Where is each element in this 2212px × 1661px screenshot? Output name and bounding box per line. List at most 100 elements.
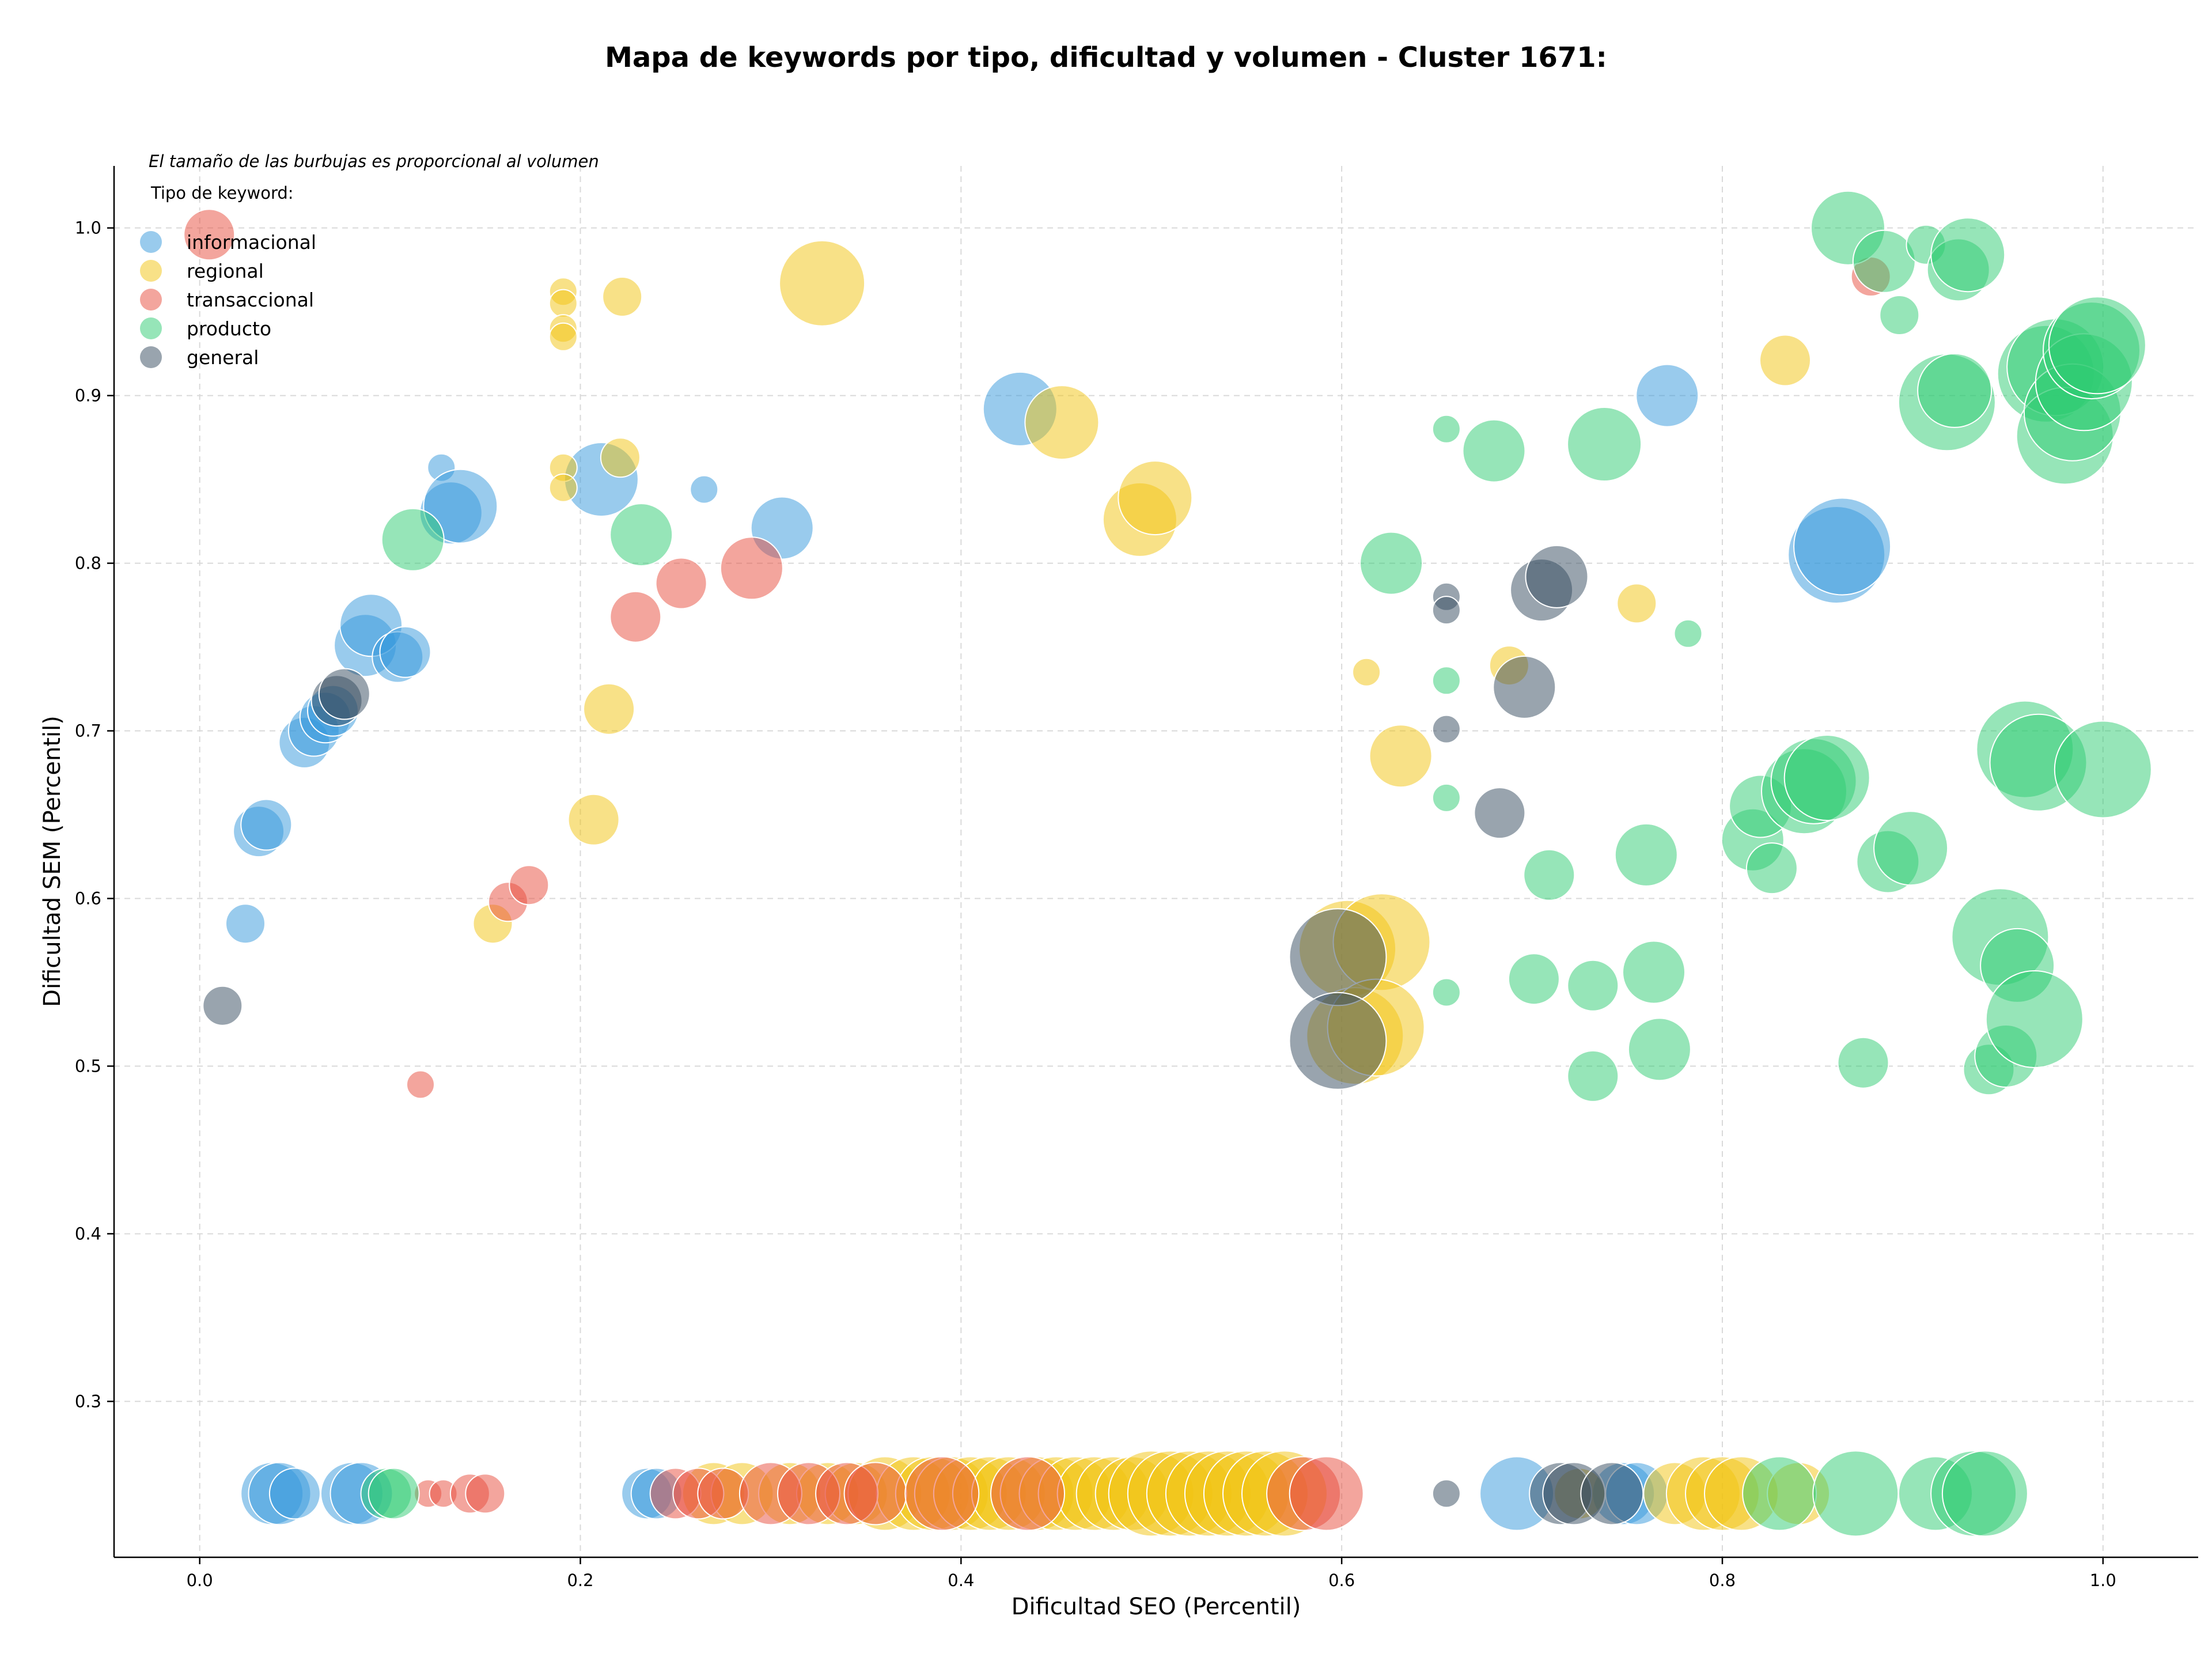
bubble-general <box>1493 655 1556 719</box>
legend-label-producto: producto <box>187 317 271 340</box>
bubble-producto <box>1622 940 1685 1004</box>
bubble-regional <box>600 437 641 478</box>
bubble-producto <box>1673 619 1703 648</box>
bubble-producto <box>1873 811 1949 886</box>
bubble-producto <box>1930 217 2006 293</box>
bubble-layer <box>183 190 2152 1537</box>
bubble-general <box>202 985 243 1026</box>
bubble-producto <box>1431 783 1461 812</box>
bubble-transaccional <box>406 1070 435 1099</box>
bubble-producto <box>1985 970 2084 1068</box>
bubble-producto <box>381 508 445 572</box>
bubble-producto <box>1837 1036 1889 1089</box>
legend-label-general: general <box>187 346 259 369</box>
bubble-transaccional <box>990 1456 1065 1531</box>
x-tick-label: 0.8 <box>1709 1571 1736 1590</box>
x-tick-label: 0.4 <box>948 1571 974 1590</box>
bubble-producto <box>1359 531 1423 595</box>
bubble-producto <box>1431 414 1461 444</box>
bubble-informacional <box>225 903 266 944</box>
bubble-size-note: El tamaño de las burbujas es proporciona… <box>149 152 599 171</box>
legend-marker-producto <box>140 317 162 339</box>
y-axis-label: Dificultad SEM (Percentil) <box>39 716 66 1007</box>
bubble-regional <box>1024 385 1100 460</box>
bubble-regional <box>1118 460 1193 536</box>
bubble-regional <box>1759 334 1811 387</box>
bubble-regional <box>548 289 578 318</box>
y-tick-label: 0.5 <box>75 1056 101 1076</box>
bubble-informacional <box>690 475 719 504</box>
bubble-regional <box>1352 657 1381 687</box>
bubble-producto <box>1917 353 1993 428</box>
legend-marker-informacional <box>140 231 162 253</box>
y-tick-label: 0.7 <box>75 721 101 741</box>
y-tick-label: 0.8 <box>75 554 101 573</box>
y-tick-label: 0.3 <box>75 1391 101 1411</box>
bubble-producto <box>1431 978 1461 1007</box>
bubble-general <box>1580 1462 1644 1526</box>
y-tick-label: 1.0 <box>75 218 101 238</box>
bubble-producto <box>1508 953 1560 1005</box>
bubble-producto <box>1742 1456 1817 1531</box>
legend-label-regional: regional <box>187 260 264 282</box>
bubble-regional <box>567 793 620 846</box>
bubble-producto <box>609 503 673 567</box>
bubble-regional <box>583 683 635 735</box>
legend: Tipo de keyword: informacional regional tr… <box>140 183 316 369</box>
x-tick-label: 0.0 <box>187 1571 213 1590</box>
bubble-general <box>1431 1479 1461 1508</box>
bubble-transaccional <box>1289 1456 1364 1531</box>
bubble-transaccional <box>655 557 707 610</box>
bubble-producto <box>368 1467 420 1520</box>
x-tick-label: 1.0 <box>2090 1571 2116 1590</box>
bubble-producto <box>1523 849 1575 901</box>
legend-label-informacional: informacional <box>187 231 316 253</box>
bubble-producto <box>1879 295 1920 335</box>
bubble-producto <box>1745 842 1798 895</box>
bubble-general <box>1525 544 1589 608</box>
bubble-regional <box>548 322 578 351</box>
y-tick-label: 0.9 <box>75 386 101 406</box>
y-tick-label: 0.4 <box>75 1224 101 1243</box>
bubble-transaccional <box>465 1473 506 1514</box>
bubble-transaccional <box>509 865 550 906</box>
y-ticks: 0.3 0.4 0.5 0.6 0.7 0.8 0.9 1.0 <box>75 218 114 1411</box>
bubble-producto <box>2048 296 2146 395</box>
x-axis-label: Dificultad SEO (Percentil) <box>1012 1594 1301 1620</box>
bubble-producto <box>1852 229 1916 293</box>
legend-marker-general <box>140 346 162 368</box>
bubble-producto <box>1567 1050 1619 1102</box>
axes <box>113 166 2198 1558</box>
bubble-informacional <box>1635 364 1699 427</box>
legend-marker-regional <box>140 260 162 282</box>
bubble-regional <box>1616 583 1657 624</box>
bubble-transaccional <box>719 536 783 600</box>
bubble-regional <box>779 240 866 327</box>
bubble-producto <box>1614 823 1678 887</box>
bubble-producto <box>1567 407 1642 482</box>
x-tick-label: 0.2 <box>567 1571 593 1590</box>
bubble-producto <box>1812 1450 1899 1537</box>
legend-marker-transaccional <box>140 289 162 311</box>
bubble-general <box>1431 596 1461 625</box>
x-ticks: 0.0 0.2 0.4 0.6 0.8 1.0 <box>187 1557 2116 1590</box>
bubble-general <box>1289 908 1387 1007</box>
bubble-general <box>1474 787 1526 839</box>
bubble-general <box>1289 992 1387 1090</box>
legend-label-transaccional: transaccional <box>187 289 314 311</box>
bubble-informacional <box>268 1467 321 1520</box>
bubble-transaccional <box>183 209 236 261</box>
bubble-producto <box>1462 419 1526 483</box>
bubble-informacional <box>423 468 498 544</box>
bubble-transaccional <box>843 1462 907 1526</box>
bubble-general <box>318 668 370 720</box>
bubble-general <box>1431 714 1461 744</box>
bubble-regional <box>1369 724 1433 788</box>
bubble-producto <box>1941 1450 2028 1537</box>
chart-title: Mapa de keywords por tipo, dificultad y … <box>605 41 1607 74</box>
bubble-informacional <box>240 799 293 851</box>
y-tick-label: 0.6 <box>75 889 101 909</box>
bubble-producto <box>1431 666 1461 695</box>
legend-title: Tipo de keyword: <box>150 183 294 203</box>
